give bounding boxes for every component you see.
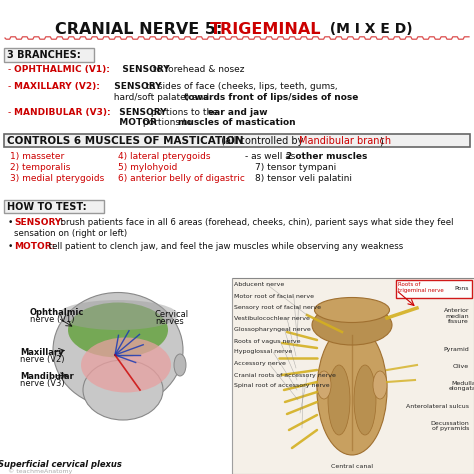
Text: (M I X E D): (M I X E D) [320, 22, 413, 36]
Text: Cervical: Cervical [155, 310, 189, 319]
Text: sensation on (right or left): sensation on (right or left) [14, 229, 127, 238]
Text: Decussation
of pyramids: Decussation of pyramids [430, 420, 469, 431]
Text: to forehead & nosez: to forehead & nosez [150, 65, 245, 74]
Ellipse shape [58, 300, 178, 330]
Text: MOTOR: MOTOR [113, 118, 157, 127]
Bar [4, 134, 470, 147]
Text: tell patient to clench jaw, and feel the jaw muscles while observing any weaknes: tell patient to clench jaw, and feel the… [46, 242, 403, 251]
Text: SENSORY: SENSORY [108, 82, 162, 91]
Text: Vestibulocochlear nerve: Vestibulocochlear nerve [234, 316, 310, 320]
Text: Cranial roots of accessory nerve: Cranial roots of accessory nerve [234, 373, 336, 377]
Text: Pons: Pons [455, 285, 469, 291]
Text: Mandibular: Mandibular [20, 372, 74, 381]
Text: Pyramid: Pyramid [443, 347, 469, 353]
Text: 3) medial pterygoids: 3) medial pterygoids [10, 174, 104, 183]
Text: 4) lateral pterygoids: 4) lateral pterygoids [118, 152, 210, 161]
Text: towards front of lips/sides of nose: towards front of lips/sides of nose [184, 93, 358, 102]
Text: portions to: portions to [140, 118, 195, 127]
Ellipse shape [312, 305, 392, 345]
Bar [4, 48, 94, 62]
Text: nerves: nerves [155, 317, 184, 326]
Text: -: - [8, 82, 14, 91]
Ellipse shape [317, 325, 387, 455]
Text: SENSORY: SENSORY [113, 108, 166, 117]
Ellipse shape [68, 302, 168, 357]
Text: MAXILLARY (V2):: MAXILLARY (V2): [14, 82, 100, 91]
Text: Central canal: Central canal [331, 464, 373, 469]
Text: Sensory root of facial nerve: Sensory root of facial nerve [234, 304, 321, 310]
Text: nerve (V2): nerve (V2) [20, 355, 64, 364]
Text: TRIGEMINAL: TRIGEMINAL [210, 22, 321, 37]
Text: brush patients face in all 6 areas (forehead, cheeks, chin), parient says what s: brush patients face in all 6 areas (fore… [55, 218, 454, 227]
Text: Medulla
elongata: Medulla elongata [448, 381, 474, 392]
Text: 8) tensor veli palatini: 8) tensor veli palatini [255, 174, 352, 183]
Text: Accessory nerve: Accessory nerve [234, 361, 286, 365]
Text: Superficial cervical plexus: Superficial cervical plexus [0, 460, 122, 469]
Text: Hypoglossal nerve: Hypoglossal nerve [234, 349, 292, 355]
Text: -: - [8, 65, 14, 74]
Text: Ophthalmic: Ophthalmic [30, 308, 84, 317]
Text: 2 other muscles: 2 other muscles [286, 152, 367, 161]
Text: MOTOR:: MOTOR: [14, 242, 55, 251]
Text: 5) mylohyoid: 5) mylohyoid [118, 163, 177, 172]
Text: to sides of face (cheeks, lips, teeth, gums,: to sides of face (cheeks, lips, teeth, g… [143, 82, 337, 91]
Text: CRANIAL NERVE 5:: CRANIAL NERVE 5: [55, 22, 228, 37]
Text: 2) temporalis: 2) temporalis [10, 163, 70, 172]
Bar [0, 278, 230, 474]
Ellipse shape [373, 371, 387, 399]
Text: SENSORY: SENSORY [113, 65, 170, 74]
Ellipse shape [81, 337, 171, 392]
Ellipse shape [174, 354, 186, 376]
Ellipse shape [317, 371, 331, 399]
Ellipse shape [83, 360, 163, 420]
Text: Maxillary: Maxillary [20, 348, 64, 357]
Text: ): ) [379, 136, 383, 146]
Text: Glossopharyngeal nerve: Glossopharyngeal nerve [234, 328, 311, 332]
Text: muscles of mastication: muscles of mastication [178, 118, 296, 127]
Text: nerve (V1): nerve (V1) [30, 315, 74, 324]
Text: HOW TO TEST:: HOW TO TEST: [7, 202, 87, 212]
Ellipse shape [328, 365, 350, 435]
Text: 6) anterior belly of digastric: 6) anterior belly of digastric [118, 174, 245, 183]
Text: Roots of
trigeminal nerve: Roots of trigeminal nerve [398, 282, 444, 293]
Text: Motor root of facial nerve: Motor root of facial nerve [234, 293, 314, 299]
Text: ear and jaw: ear and jaw [208, 108, 268, 117]
Text: SENSORY:: SENSORY: [14, 218, 64, 227]
Text: Anterolateral sulcus: Anterolateral sulcus [406, 403, 469, 409]
Text: (all controlled by: (all controlled by [218, 136, 307, 146]
Text: 7) tensor tympani: 7) tensor tympani [255, 163, 336, 172]
Text: © teachmeAnatomy: © teachmeAnatomy [8, 468, 73, 474]
Text: - as well as: - as well as [245, 152, 298, 161]
Bar [4, 200, 104, 213]
Text: 3 BRANCHES:: 3 BRANCHES: [7, 50, 81, 60]
Text: :: : [357, 152, 360, 161]
Text: •: • [8, 242, 16, 251]
Ellipse shape [53, 292, 183, 408]
Text: Olive: Olive [453, 364, 469, 368]
Text: portions to the: portions to the [148, 108, 221, 117]
Text: Abducent nerve: Abducent nerve [234, 282, 284, 286]
Bar [232, 278, 474, 474]
Text: Spinal root of accessory nerve: Spinal root of accessory nerve [234, 383, 329, 389]
Text: hard/soft palate) and: hard/soft palate) and [108, 93, 212, 102]
Text: Anterior
median
fissure: Anterior median fissure [444, 308, 469, 324]
Text: MANDIBULAR (V3):: MANDIBULAR (V3): [14, 108, 110, 117]
Text: -: - [8, 108, 14, 117]
Ellipse shape [354, 365, 376, 435]
Text: 1) masseter: 1) masseter [10, 152, 64, 161]
Text: nerve (V3): nerve (V3) [20, 379, 64, 388]
Text: Roots of vagus nerve: Roots of vagus nerve [234, 338, 301, 344]
Bar [396, 280, 472, 298]
Ellipse shape [315, 298, 390, 322]
Text: •: • [8, 218, 16, 227]
Text: OPHTHALMIC (V1):: OPHTHALMIC (V1): [14, 65, 110, 74]
Text: Mandibular branch: Mandibular branch [299, 136, 391, 146]
Text: CONTROLS 6 MUSCLES OF MASTICATION: CONTROLS 6 MUSCLES OF MASTICATION [7, 136, 244, 146]
